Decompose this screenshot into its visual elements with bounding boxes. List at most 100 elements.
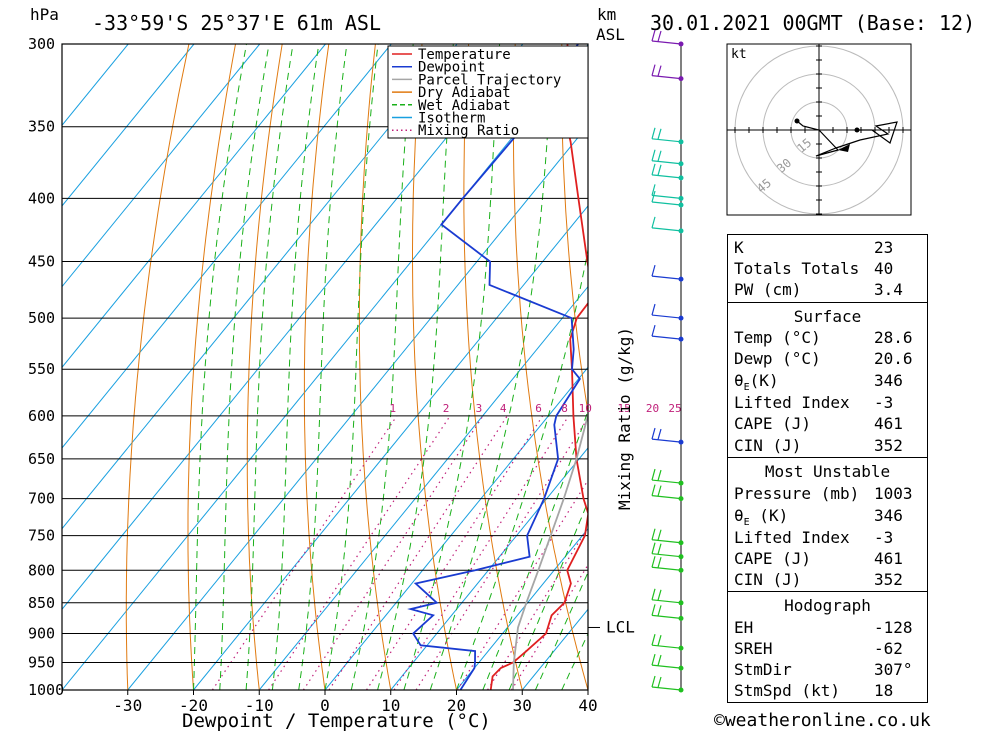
mixing-ratio-axis-label: Mixing Ratio (g/kg) [615,327,634,510]
mixing-ratio-label: 8 [561,402,568,415]
x-tick-label: -20 [179,696,208,715]
wind-barb [651,528,682,544]
mixing-ratio-line [268,415,451,690]
isotherm-line [258,285,588,690]
hodograph-trace [796,120,898,157]
dry-adiabat-line [358,44,392,690]
pressure-tick-label: 750 [28,527,55,545]
stmspd-label: StmSpd (kt) [734,681,840,700]
x-tick-label: 10 [381,696,400,715]
pressure-tick-label: 400 [28,189,55,207]
mu-theta-label: θE (K) [734,505,788,533]
mixing-ratio-label: 15 [617,402,630,415]
x-tick-label: 40 [578,696,597,715]
eh-value: -128 [874,618,913,637]
mu-theta-value: 346 [874,506,903,525]
wind-barb [651,634,682,649]
dry-adiabat-line [513,44,588,690]
pressure-tick-label: 950 [28,653,55,671]
sreh-label: SREH [734,639,773,658]
wet-adiabat-line [245,44,294,690]
mu-theta-row: θE (K) 346 [734,505,921,528]
mixing-ratio-line [415,416,588,690]
isotherm-line [193,205,588,690]
sreh-value: -62 [874,639,903,658]
mixing-ratio-line [211,415,398,690]
stmdir-value: 307° [874,660,913,679]
wind-barb [651,64,682,80]
wind-barb [651,127,682,143]
copyright-symbol: © [714,710,725,731]
pressure-tick-label: 650 [28,450,55,468]
mu-pressure-value: 1003 [874,484,913,503]
mixing-ratio-label: 2 [443,402,450,415]
surface-temp-value: 28.6 [874,328,913,347]
x-axis-label: Dewpoint / Temperature (°C) [182,710,491,732]
mu-li-value: -3 [874,528,894,547]
surface-theta-row: θE(K) 346 [734,370,921,393]
stmdir-row: StmDir 307° [734,659,921,680]
surface-cape-value: 461 [874,414,903,433]
pressure-tick-label: 350 [28,118,55,136]
wind-barb [651,29,682,45]
wind-barb [651,604,682,619]
surface-theta-unit: (K) [749,371,779,390]
hpa-unit-label: hPa [30,5,59,24]
isotherm-line [62,44,392,449]
surface-cin-label: CIN (J) [734,436,802,455]
stmspd-value: 18 [874,681,894,700]
km-unit-label: km [597,5,616,24]
isotherm-line [390,447,588,690]
isotherm-line [62,44,588,690]
surface-temp-label: Temp (°C) [734,328,821,347]
wind-barb [651,484,682,500]
wind-barb [651,149,682,165]
wind-barb [651,190,682,206]
surface-dewp-row: Dewp (°C) 20.6 [734,348,921,369]
pressure-tick-label: 800 [28,561,55,579]
wet-adiabat-line [219,44,270,690]
x-tick-label: 30 [513,696,532,715]
totals-totals-value: 40 [874,259,894,278]
isotherm-line [62,44,458,530]
lcl-label: LCL [606,617,635,636]
mixing-ratio-label: 10 [579,402,592,415]
site-credit[interactable]: ©weatheronline.co.uk [714,710,931,731]
totals-totals-label: Totals Totals [734,259,860,278]
mu-cape-row: CAPE (J) 461 [734,548,921,569]
hodograph-unit-label: kt [731,47,747,62]
wet-adiabat-line [193,44,247,690]
legend-entry: Mixing Ratio [418,123,519,139]
stmdir-label: StmDir [734,660,792,679]
wet-adiabat-line [403,44,501,690]
wind-barb [651,675,682,691]
surface-panel: Surface Temp (°C) 28.6 Dewp (°C) 20.6 θE(K… [727,302,928,458]
asl-unit-label: ASL [596,25,625,44]
pressure-tick-label: 1000 [28,681,64,699]
k-index-value: 23 [874,238,894,257]
mixing-ratio-label: 4 [500,402,507,415]
mu-pressure-label: Pressure (mb) [734,484,860,503]
wet-adiabat-line [508,500,588,690]
mu-li-row: Lifted Index -3 [734,527,921,548]
legend-entry: Parcel Trajectory [418,72,561,88]
isotherm-line [62,44,524,611]
legend-entry: Wet Adiabat [418,98,511,114]
isotherm-line [62,44,261,288]
surface-title: Surface [793,307,862,326]
mixing-ratio-label: 20 [646,402,659,415]
mixing-ratio-line [328,415,508,690]
dry-adiabat-line [935,44,1000,690]
k-index-row: K 23 [734,237,921,258]
mu-cin-label: CIN (J) [734,570,802,589]
hodograph-params-panel: Hodograph EH -128 SREH -62 StmDir 307° StmS… [727,591,928,703]
legend-entry: Temperature [418,47,511,63]
x-tick-label: 0 [320,696,330,715]
pw-value: 3.4 [874,280,903,299]
wet-adiabat-line [429,44,554,690]
surface-cape-label: CAPE (J) [734,414,812,433]
pw-row: PW (cm) 3.4 [734,279,921,300]
pw-label: PW (cm) [734,280,802,299]
